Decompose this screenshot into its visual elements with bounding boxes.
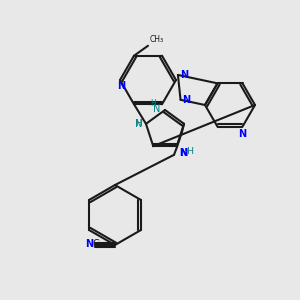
Text: N: N	[182, 95, 191, 105]
Text: N: N	[153, 104, 161, 114]
Text: CH₃: CH₃	[150, 35, 164, 44]
Text: C: C	[92, 239, 99, 249]
Text: N: N	[238, 129, 247, 139]
Text: N: N	[179, 148, 187, 158]
Text: H: H	[150, 99, 156, 108]
Text: H: H	[135, 119, 142, 128]
Text: N: N	[135, 119, 142, 129]
Text: N: N	[117, 81, 125, 91]
Text: N: N	[179, 148, 187, 158]
Text: N: N	[85, 239, 93, 249]
Text: -H: -H	[185, 147, 195, 156]
Text: N: N	[180, 70, 188, 80]
